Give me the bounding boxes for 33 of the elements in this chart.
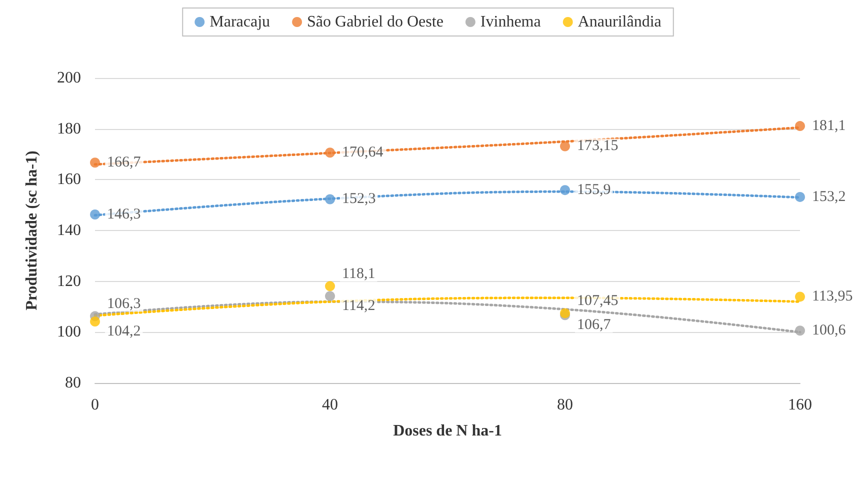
- data-label: 107,45: [577, 293, 618, 310]
- data-label: 181,1: [812, 118, 846, 134]
- data-label: 106,7: [577, 317, 612, 334]
- data-label: 155,9: [577, 182, 611, 198]
- x-axis-title: Doses de N ha-1: [393, 422, 502, 440]
- data-label: 170,64: [342, 144, 384, 161]
- data-label: 118,1: [342, 266, 376, 282]
- y-tick-label: 120: [57, 272, 81, 290]
- y-tick-label: 80: [65, 374, 81, 392]
- x-tick-label: 0: [91, 396, 99, 414]
- x-tick-label: 40: [322, 396, 338, 414]
- legend-label: São Gabriel do Oeste: [307, 14, 444, 30]
- data-label: 113,95: [812, 288, 853, 305]
- legend-label: Maracaju: [210, 14, 270, 30]
- data-label: 152,3: [342, 191, 376, 208]
- y-tick-label: 180: [57, 120, 81, 138]
- y-tick-label: 200: [57, 70, 81, 86]
- data-label: 173,15: [577, 138, 618, 154]
- legend-label: Ivinhema: [480, 14, 541, 30]
- data-label: 114,2: [342, 298, 376, 314]
- y-tick-label: 140: [57, 222, 81, 239]
- y-tick-label: 100: [57, 324, 81, 341]
- x-tick-label: 80: [557, 396, 573, 414]
- data-label: 104,2: [107, 323, 141, 340]
- data-label: 146,3: [107, 206, 141, 222]
- data-label: 166,7: [107, 154, 142, 171]
- y-tick-label: 160: [57, 171, 81, 188]
- data-label: 106,3: [107, 296, 141, 312]
- x-tick-label: 160: [788, 396, 812, 414]
- data-label: 153,2: [812, 188, 846, 205]
- legend-label: Anaurilândia: [578, 14, 662, 30]
- data-label: 100,6: [812, 322, 846, 339]
- y-axis-title: Produtividade (sc ha-1): [24, 150, 40, 310]
